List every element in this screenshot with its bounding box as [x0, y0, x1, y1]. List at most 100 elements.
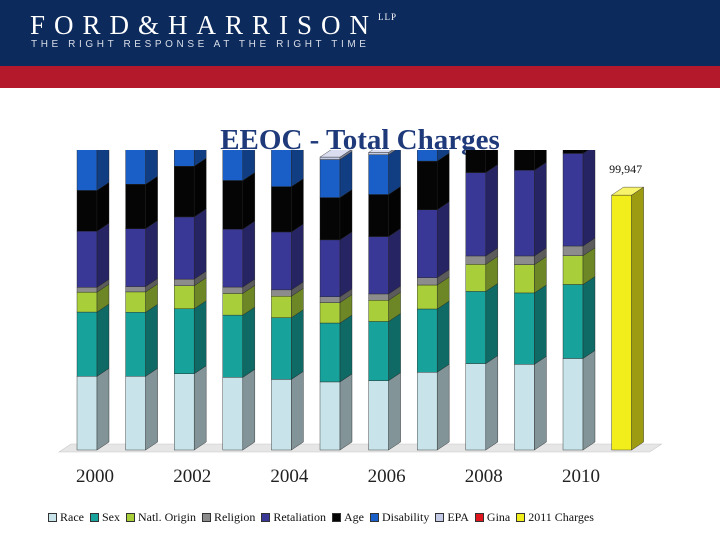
bar-segment-age-2008: [465, 150, 486, 173]
bar-segment-religion-2007: [417, 277, 438, 286]
bar-segment-religion-2010: [562, 245, 584, 256]
x-tick-2008: 2008: [465, 466, 503, 487]
x-tick-2004: 2004: [270, 466, 309, 487]
bar-segment-sex-2002-side: [193, 300, 207, 375]
bar-2004: [271, 150, 304, 451]
bar-segment-religion-2009: [514, 255, 535, 265]
bar-2001: [125, 150, 158, 451]
bar-2011: [610, 186, 645, 451]
bar-segment-sex-2007-side: [437, 300, 450, 373]
bar-segment-religion-2008: [465, 255, 486, 265]
legend-label-disability: Disability: [381, 510, 430, 524]
bar-segment-religion-2000: [76, 287, 98, 293]
chart-floor-plane: [58, 443, 663, 453]
brand-logo-text: FORD&HARRISONLLP: [30, 10, 397, 41]
bar-segment-retaliation-2006: [368, 236, 389, 295]
bar-segment-natl-origin-2000: [76, 291, 98, 313]
bar-segment-sex-2010: [562, 284, 584, 359]
legend-item-age: Age: [331, 510, 364, 525]
bar-segment-sex-2006: [368, 321, 389, 381]
bar-segment-disability-2007: [417, 150, 438, 162]
bar-segment-age-2002-side: [193, 157, 207, 218]
bar-segment-religion-2004: [271, 289, 292, 297]
legend-item-2011-charges: 2011 Charges: [516, 510, 594, 525]
bar-2000: [76, 150, 110, 451]
legend-swatch-race: [48, 513, 57, 522]
legend-item-disability: Disability: [369, 510, 430, 525]
bar-segment-retaliation-2007-side: [437, 201, 450, 278]
bar-segment-disability-2000: [76, 150, 98, 191]
bar-segment-retaliation-2006-side: [388, 228, 401, 295]
bar-segment-race-2001: [125, 376, 146, 451]
bar-segment-sex-2005: [319, 322, 341, 383]
bar-segment-retaliation-2004: [271, 231, 292, 291]
bar-segment-disability-2004-side: [291, 150, 304, 187]
bar-segment-sex-2009: [514, 292, 535, 365]
bar-segment-age-2004-side: [291, 178, 304, 233]
bar-segment-sex-2003: [222, 314, 244, 378]
bar-2007: [417, 150, 450, 451]
bar-segment-sex-2001-side: [145, 303, 158, 377]
bar-segment-sex-2000: [76, 311, 98, 377]
chart-floor: [58, 443, 663, 453]
bar-segment-age-2003-side: [242, 172, 256, 230]
brand-tagline: THE RIGHT RESPONSE AT THE RIGHT TIME: [31, 39, 370, 50]
bar-top-2011: [610, 186, 645, 196]
bar-segment-retaliation-2008: [465, 172, 486, 257]
bar-segment-2011-charges-2011-side: [631, 186, 644, 451]
bar-segment-natl-origin-2003: [222, 293, 244, 316]
bar-segment-sex-2008: [465, 291, 486, 364]
bar-segment-sex-2003-side: [242, 306, 256, 378]
bar-segment-race-2009: [514, 364, 535, 451]
legend-item-epa: EPA: [435, 510, 469, 525]
legend-item-religion: Religion: [201, 510, 256, 525]
bar-segment-natl-origin-2005: [319, 302, 341, 324]
legend-swatch-disability: [369, 513, 379, 522]
legend-label-age: Age: [343, 510, 364, 524]
bar-segment-disability-2004: [271, 150, 292, 187]
bar-segment-race-2010: [562, 358, 584, 451]
bar-segment-retaliation-2010: [562, 153, 584, 247]
bar-segment-age-2005: [319, 197, 341, 241]
bar-segment-religion-2002: [173, 278, 195, 286]
bar-segment-sex-2009-side: [534, 284, 547, 365]
bar-segment-retaliation-2003-side: [242, 220, 256, 288]
total-labels: 79,89680,84084,44281,29379,43275,42875,7…: [609, 162, 642, 176]
bar-segment-disability-2006: [368, 154, 389, 195]
legend-label-2011-charges: 2011 Charges: [528, 510, 594, 524]
bar-segment-age-2006: [368, 194, 389, 237]
chart-title: EEOC - Total Charges: [220, 124, 500, 156]
bar-segment-race-2010-side: [582, 350, 596, 451]
bar-segment-age-2004: [271, 186, 292, 233]
legend-swatch-2011-charges: [516, 513, 526, 522]
bar-segment-sex-2004-side: [291, 309, 304, 380]
bar-segment-age-2005-side: [339, 189, 353, 241]
bar-segment-religion-2006: [368, 293, 389, 301]
bar-segment-disability-2003-side: [242, 150, 256, 181]
legend-item-natl-origin: Natl. Origin: [125, 510, 196, 525]
bar-segment-disability-2001-side: [145, 150, 158, 185]
bar-segment-age-2008-side: [485, 150, 498, 173]
bar-segment-retaliation-2004-side: [291, 223, 304, 291]
bar-segment-natl-origin-2010: [562, 255, 584, 285]
bar-segment-disability-2003: [222, 150, 244, 181]
bar-segment-sex-2001: [125, 312, 146, 377]
bar-segment-race-2004: [271, 379, 292, 451]
bar-segment-religion-2003: [222, 286, 244, 294]
brand-name: FORD&HARRISON: [30, 10, 379, 40]
bar-segment-race-2000-side: [96, 367, 110, 451]
x-tick-2010: 2010: [562, 466, 600, 487]
bar-segment-race-2005: [319, 381, 341, 451]
bar-segment-retaliation-2005-side: [339, 231, 353, 298]
bar-segment-age-2007-side: [437, 152, 450, 211]
bar-segment-race-2004-side: [291, 370, 304, 451]
bar-segment-age-2002: [173, 165, 195, 218]
bar-segment-natl-origin-2007: [417, 284, 438, 310]
legend-label-race: Race: [60, 510, 84, 524]
legend-label-religion: Religion: [213, 510, 256, 524]
bar-segment-race-2007-side: [437, 363, 450, 451]
bar-segment-age-2001-side: [145, 175, 158, 230]
bar-segment-epa-2005: [319, 156, 341, 160]
bar-segment-disability-2002-side: [193, 150, 207, 167]
bar-segment-natl-origin-2001: [125, 291, 146, 313]
